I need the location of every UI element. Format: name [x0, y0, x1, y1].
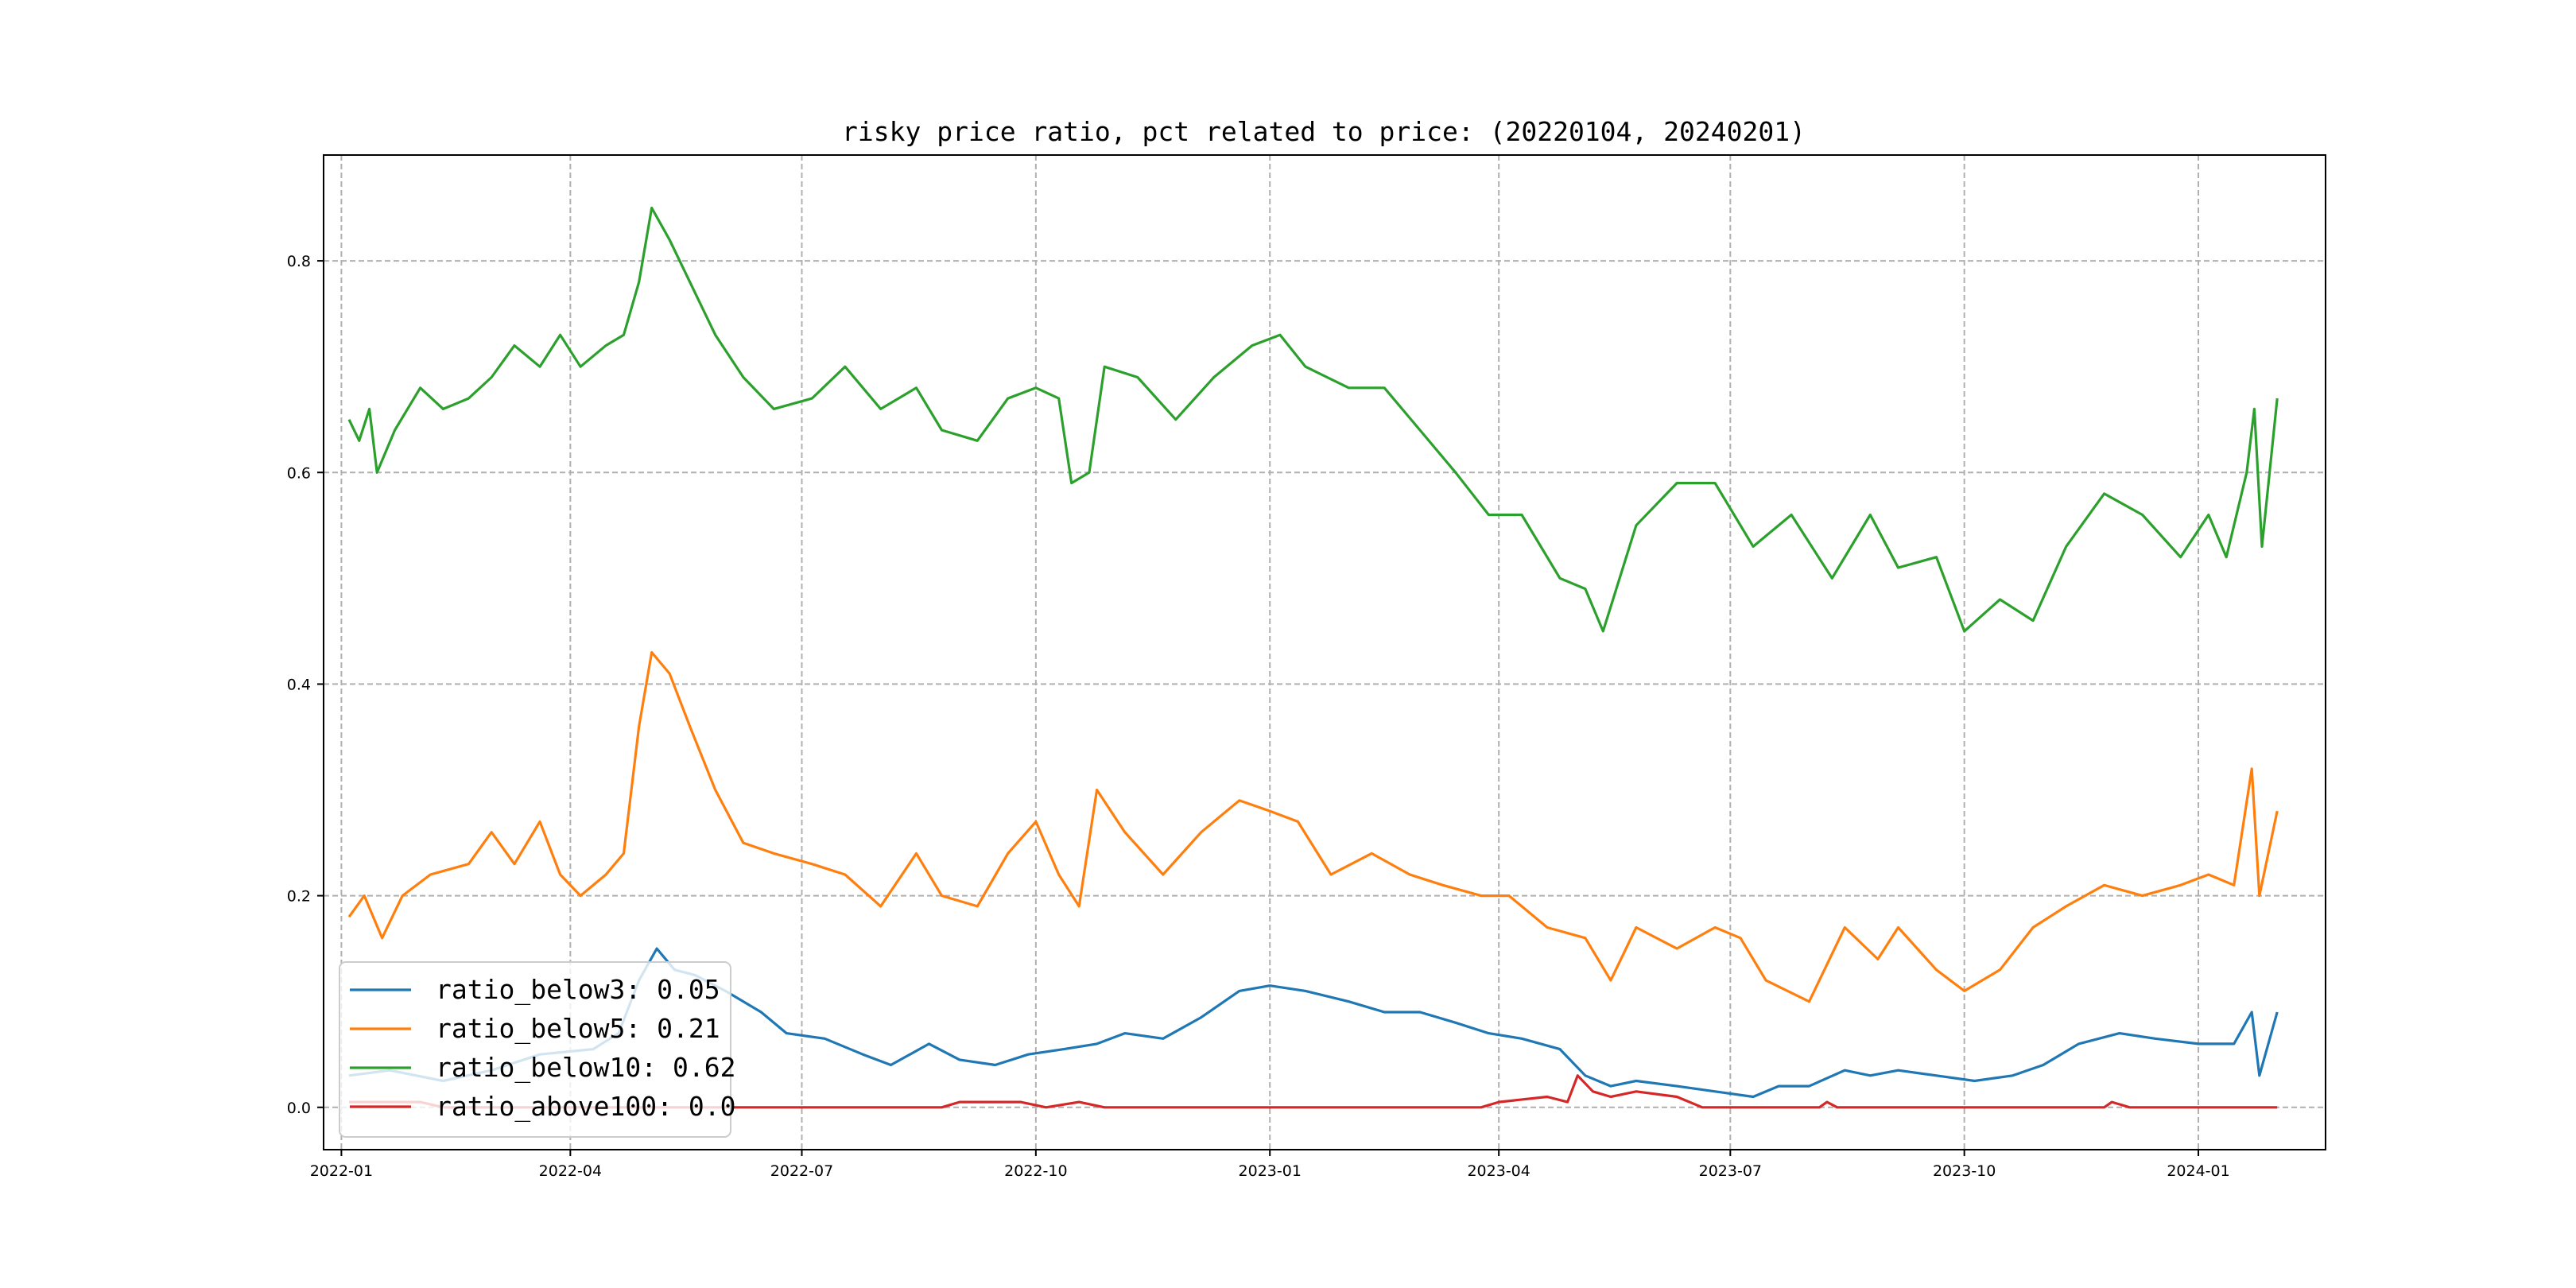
x-tick-label: 2023-04 [1467, 1162, 1530, 1180]
series-line-3 [347, 206, 2279, 633]
y-tick-label: 0.0 [287, 1100, 311, 1117]
y-tick-label: 0.8 [287, 253, 311, 270]
series-lines [347, 206, 2279, 1109]
legend-box [339, 961, 731, 1138]
legend-label-2: ratio_below5: 0.21 [436, 1013, 720, 1045]
y-tick-label: 0.4 [287, 676, 311, 693]
y-tick-label: 0.2 [287, 888, 311, 906]
legend-label-3: ratio_below10: 0.62 [436, 1052, 736, 1084]
plot-area-frame [323, 154, 2326, 1150]
y-tick-label: 0.6 [287, 464, 311, 482]
legend: ratio_below3: 0.05 ratio_below5: 0.21 rati… [339, 961, 736, 1138]
x-axis: 2022-01 2022-04 2022-07 2022-10 2023-01 2023-… [310, 1150, 2230, 1180]
x-tick-label: 2022-01 [310, 1162, 373, 1180]
x-tick-label: 2023-10 [1933, 1162, 1996, 1180]
y-axis: 0.0 0.2 0.4 0.6 0.8 [287, 253, 324, 1117]
x-tick-label: 2023-01 [1239, 1162, 1302, 1180]
series-line-2 [347, 650, 2279, 1003]
series-line-4 [349, 1074, 2278, 1109]
x-tick-label: 2022-04 [539, 1162, 602, 1180]
chart-title: risky price ratio, pct related to price:… [842, 116, 1806, 147]
x-tick-label: 2022-10 [1004, 1162, 1067, 1180]
legend-label-4: ratio_above100: 0.0 [436, 1091, 736, 1123]
x-tick-label: 2023-07 [1699, 1162, 1762, 1180]
legend-label-1: ratio_below3: 0.05 [436, 974, 720, 1006]
x-tick-label: 2024-01 [2167, 1162, 2229, 1180]
x-tick-label: 2022-07 [770, 1162, 833, 1180]
